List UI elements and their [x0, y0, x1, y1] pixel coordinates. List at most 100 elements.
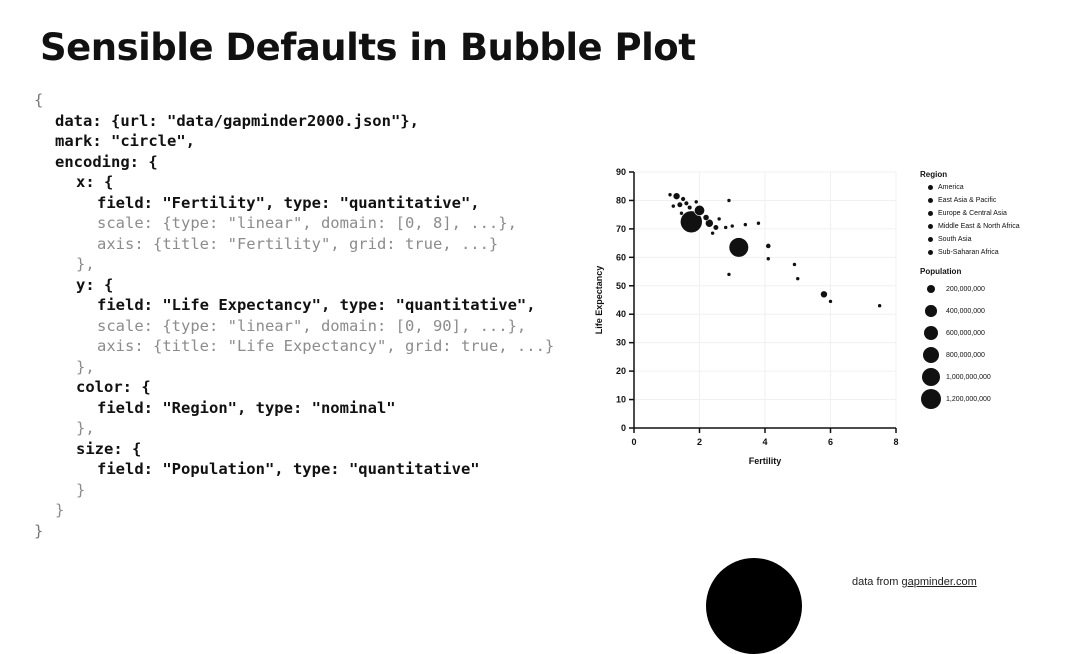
- legend-region-swatch: [928, 185, 933, 190]
- code-line: color: {: [76, 378, 151, 396]
- code-line: x: {: [76, 173, 114, 191]
- y-tick-label: 50: [616, 281, 626, 291]
- code-line: encoding: {: [55, 152, 158, 171]
- data-point: [728, 237, 749, 258]
- code-line: scale: {type: "linear", domain: [0, 90],…: [97, 316, 527, 335]
- data-point: [671, 203, 676, 209]
- legend-region-swatch: [928, 211, 933, 216]
- code-line: data: {url: "data/gapminder2000.json"},: [55, 111, 419, 130]
- legend-population-swatch: [922, 346, 940, 364]
- data-point: [694, 204, 705, 216]
- y-axis-title: Life Expectancy: [594, 266, 604, 335]
- legend-population-item: 800,000,000: [920, 344, 1020, 366]
- data-point: [795, 276, 801, 281]
- legend-region-label: Europe & Central Asia: [938, 210, 1007, 217]
- data-point: [702, 214, 710, 221]
- data-point: [729, 223, 735, 229]
- data-point: [792, 262, 797, 267]
- data-point: [680, 210, 703, 234]
- code-block: { data: {url: "data/gapminder2000.json"},…: [34, 90, 554, 541]
- data-point: [726, 272, 732, 277]
- legend-population-label: 1,200,000,000: [946, 395, 991, 403]
- legend-population-label: 1,000,000,000: [946, 373, 991, 381]
- code-line: field: "Fertility", type: "quantitative"…: [97, 193, 480, 212]
- code-line: field: "Life Expectancy", type: "quantit…: [97, 296, 536, 314]
- data-point: [679, 210, 684, 216]
- legend-population-item: 600,000,000: [920, 322, 1020, 344]
- data-point: [723, 225, 728, 230]
- x-axis-title: Fertility: [749, 456, 782, 466]
- code-line: {: [34, 91, 44, 109]
- legend-region-swatch: [928, 237, 933, 242]
- y-tick-label: 30: [616, 338, 626, 348]
- code-line: field: "Population", type: "quantitative…: [97, 460, 480, 478]
- data-point: [710, 230, 715, 236]
- data-point: [704, 218, 714, 228]
- y-tick-label: 80: [616, 195, 626, 205]
- legend-region-swatch: [928, 198, 933, 203]
- data-point: [672, 192, 681, 200]
- y-tick-label: 70: [616, 224, 626, 234]
- code-line: axis: {title: "Fertility", grid: true, .…: [97, 234, 499, 253]
- legend-region-label: America: [938, 184, 964, 191]
- data-point: [687, 204, 693, 211]
- code-line: scale: {type: "linear", domain: [0, 8], …: [97, 214, 517, 232]
- y-tick-label: 60: [616, 252, 626, 262]
- code-line: axis: {title: "Life Expectancy", grid: t…: [97, 337, 555, 355]
- data-point: [877, 303, 882, 308]
- legend-population-swatch: [926, 284, 936, 294]
- gapminder-link[interactable]: gapminder.com: [901, 576, 977, 588]
- x-tick-label: 2: [697, 437, 702, 447]
- data-credit: data from gapminder.com: [852, 576, 977, 588]
- data-point: [756, 220, 761, 226]
- legend-population-title: Population: [920, 267, 962, 276]
- x-tick-label: 0: [631, 437, 636, 447]
- credit-prefix: data from: [852, 576, 899, 588]
- data-point: [820, 290, 828, 299]
- legend-population-item: 1,200,000,000: [920, 388, 1020, 410]
- legend-population-swatch: [921, 389, 941, 409]
- data-point: [680, 196, 686, 202]
- legend-region-item: East Asia & Pacific: [920, 194, 1020, 207]
- legend-population-list: 200,000,000 400,000,000 600,000,000 800,000…: [920, 278, 1020, 410]
- legend-population-swatch: [925, 305, 937, 317]
- legend-population-item: 1,000,000,000: [920, 366, 1020, 388]
- code-line: mark: "circle",: [55, 132, 195, 150]
- x-tick-label: 8: [893, 437, 898, 447]
- y-tick-label: 0: [621, 423, 626, 433]
- bubble-chart: 0 10 20 30 40 50 60 70 80 90 0 2 4 6 8 Fertility Life Ex…: [594, 167, 899, 466]
- legend-population-label: 400,000,000: [946, 307, 985, 315]
- legend-region-item: Sub-Saharan Africa: [920, 246, 1020, 259]
- legend-region-label: East Asia & Pacific: [938, 197, 997, 204]
- code-line: size: {: [76, 439, 142, 458]
- legend-population-item: 200,000,000: [920, 278, 1020, 300]
- code-line: field: "Region", type: "nominal": [97, 398, 396, 417]
- data-point: [676, 201, 683, 208]
- code-line: },: [76, 419, 95, 437]
- legend-region-title: Region: [920, 170, 948, 179]
- legend-region-list: America East Asia & Pacific Europe & Centr…: [920, 181, 1020, 259]
- x-tick-label: 6: [828, 437, 833, 447]
- legend-population-swatch: [921, 367, 941, 387]
- data-point: [667, 192, 673, 198]
- legend-population-label: 200,000,000: [946, 285, 985, 293]
- chart-legend: Region America East Asia & Pacific Europe …: [920, 170, 1020, 410]
- legend-population-swatch: [923, 325, 939, 341]
- data-point: [716, 216, 722, 222]
- x-tick-label: 4: [762, 437, 767, 447]
- code-line: },: [76, 255, 95, 273]
- data-point: [726, 198, 732, 203]
- slide-title: Sensible Defaults in Bubble Plot: [40, 26, 696, 69]
- code-line: }: [55, 501, 65, 519]
- y-tick-label: 20: [616, 366, 626, 376]
- data-point: [712, 224, 719, 231]
- code-line: },: [76, 357, 95, 376]
- legend-region-label: Sub-Saharan Africa: [938, 249, 999, 256]
- presenter-head-silhouette: [706, 558, 802, 654]
- legend-population-label: 800,000,000: [946, 351, 985, 359]
- data-point: [693, 199, 699, 205]
- data-point: [765, 243, 772, 249]
- y-tick-label: 90: [616, 167, 626, 177]
- data-point: [765, 256, 771, 262]
- y-tick-label: 10: [616, 395, 626, 405]
